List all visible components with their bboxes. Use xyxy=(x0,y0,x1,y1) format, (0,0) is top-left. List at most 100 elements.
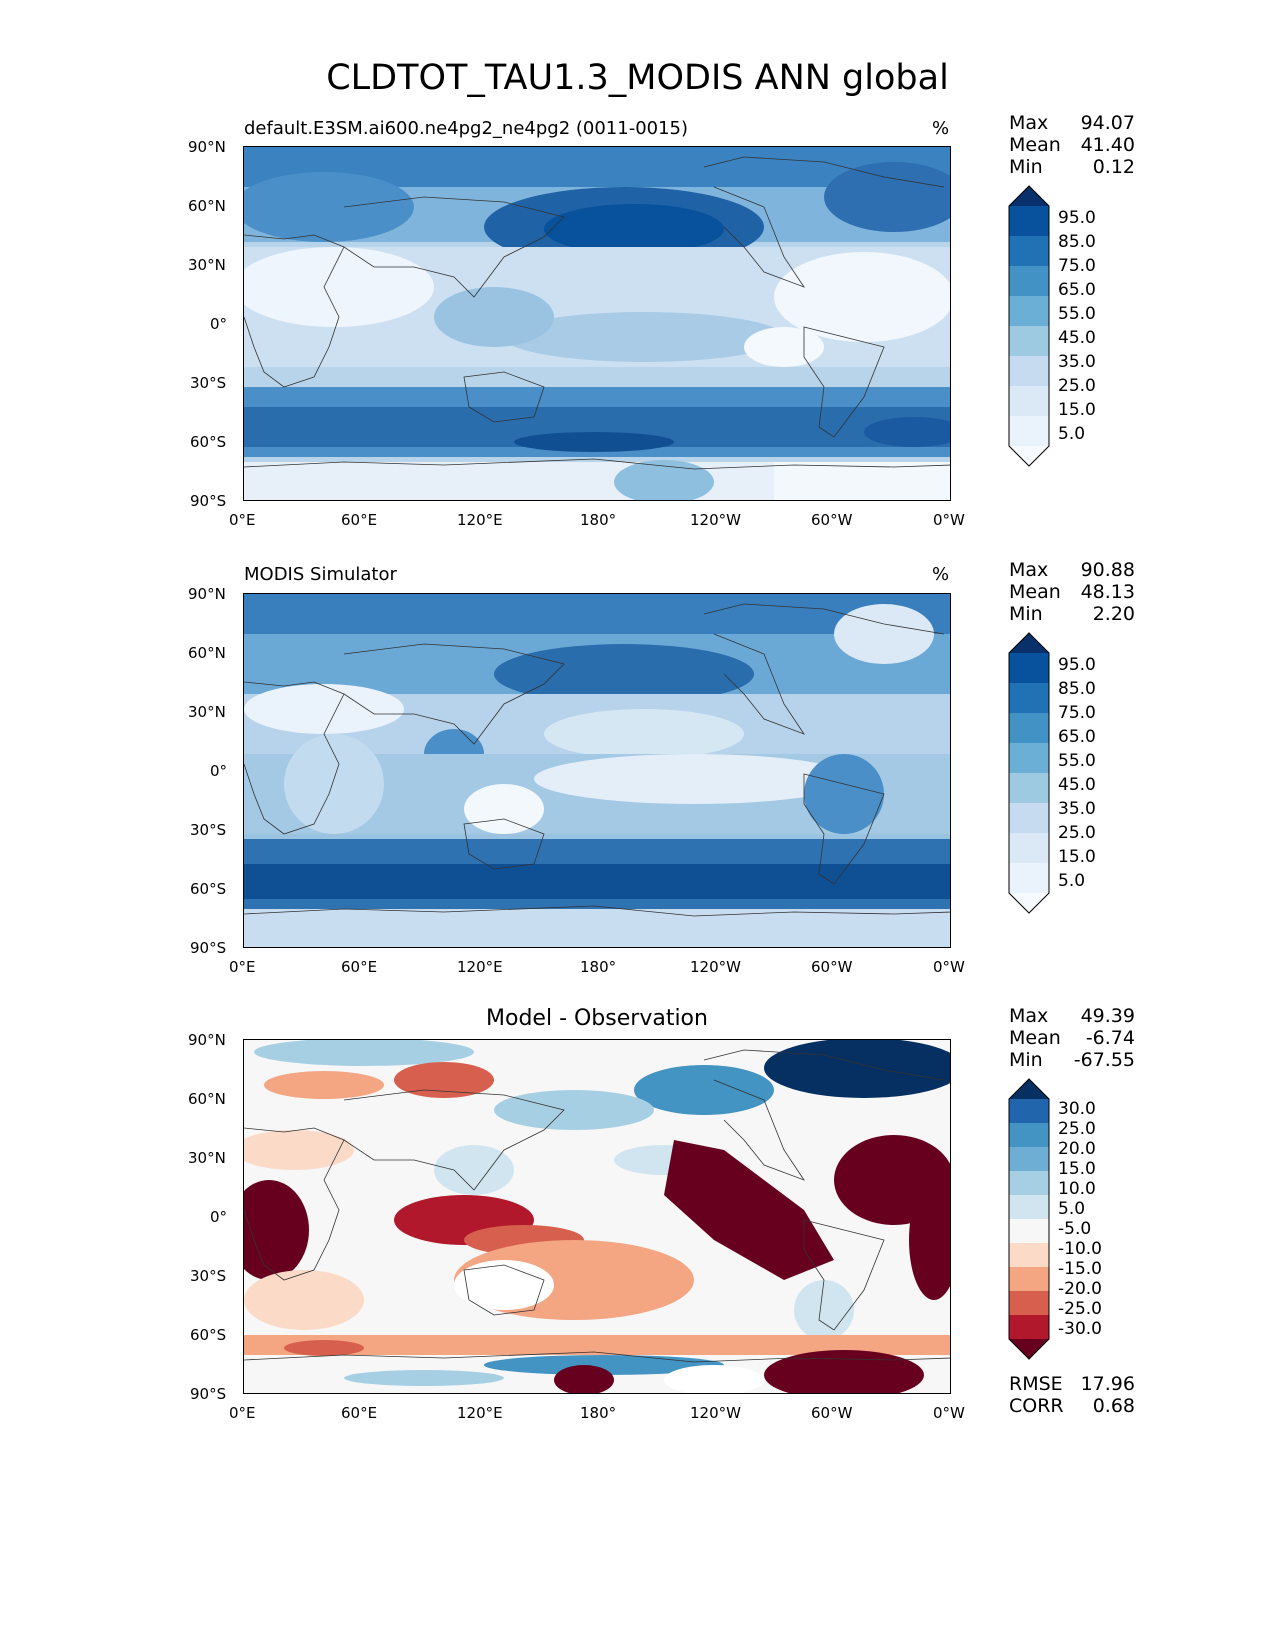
panel2-lat-tick: 0° xyxy=(210,762,228,780)
colorbar-swatch xyxy=(1009,863,1049,894)
panel2-lat-tick: 90°S xyxy=(190,939,227,957)
colorbar-tick-label: 5.0 xyxy=(1058,424,1086,444)
panel3-colorbar: 30.0 25.0 20.0 15.0 10.0 5.0 -5.0 -10.0 -15.0 -20… xyxy=(1008,1078,1102,1364)
colorbar-swatch xyxy=(1009,743,1049,774)
panel3-lon-tick: 120°W xyxy=(690,1404,741,1422)
colorbar-tick-label: 75.0 xyxy=(1058,256,1096,276)
colorbar-tick-label: 55.0 xyxy=(1058,304,1096,324)
panel2-lat-tick: 30°S xyxy=(190,821,227,839)
colorbar-tick-label: 15.0 xyxy=(1058,1159,1096,1179)
colorbar-tick-label: 35.0 xyxy=(1058,799,1096,819)
colorbar-swatch xyxy=(1009,713,1049,744)
colorbar-swatch xyxy=(1009,356,1049,387)
colorbar-tick-label: -25.0 xyxy=(1058,1299,1102,1319)
panel2-stats: Max 90.88 Mean 48.13 Min 2.20 xyxy=(1009,559,1135,625)
panel2-lon-tick: 0°E xyxy=(229,958,256,976)
panel3-lon-tick: 0°E xyxy=(229,1404,256,1422)
colorbar-tick-label: 15.0 xyxy=(1058,847,1096,867)
panel3-title: Model - Observation xyxy=(486,1006,708,1031)
panel3-lon-tick: 0°W xyxy=(933,1404,965,1422)
panel2-units: % xyxy=(932,564,950,585)
panel3-stats: Max 49.39 Mean -6.74 Min -67.55 xyxy=(1009,1005,1135,1071)
panel3-lat-tick: 0° xyxy=(210,1208,228,1226)
panel1-lon-tick: 0°E xyxy=(229,511,256,529)
colorbar-tick-label: 65.0 xyxy=(1058,727,1096,747)
colorbar-extend-bottom xyxy=(1009,446,1049,466)
colorbar-tick-label: 5.0 xyxy=(1058,1199,1086,1219)
colorbar-tick-label: 75.0 xyxy=(1058,703,1096,723)
colorbar-swatch xyxy=(1009,773,1049,804)
panel1-lat-tick: 90°S xyxy=(190,492,227,510)
panel2-lat-tick: 60°S xyxy=(190,880,227,898)
colorbar-swatch xyxy=(1009,206,1049,237)
colorbar-swatch xyxy=(1009,326,1049,357)
colorbar-extend-top xyxy=(1009,186,1049,206)
panel3-lat-tick: 90°N xyxy=(188,1031,226,1049)
colorbar-swatch xyxy=(1009,236,1049,267)
colorbar-outline xyxy=(1008,185,1050,467)
panel3-lon-tick: 180° xyxy=(580,1404,617,1422)
colorbar-extend-bottom xyxy=(1009,893,1049,913)
panel3-lat-tick: 30°N xyxy=(188,1149,226,1167)
colorbar-tick-label: 10.0 xyxy=(1058,1179,1096,1199)
colorbar-tick-label: 25.0 xyxy=(1058,1119,1096,1139)
colorbar-swatch xyxy=(1009,416,1049,447)
panel2-colorbar: 95.0 85.0 75.0 65.0 55.0 45.0 35.0 25.0 15.0 5.0 xyxy=(1008,632,1096,918)
panel3-map xyxy=(243,1039,951,1394)
panel2-lon-tick: 60°W xyxy=(811,958,853,976)
panel1-lat-tick: 60°S xyxy=(190,433,227,451)
panel1-lon-tick: 0°W xyxy=(933,511,965,529)
colorbar-swatch xyxy=(1009,386,1049,417)
colorbar-tick-label: 25.0 xyxy=(1058,376,1096,396)
colorbar-tick-label: 85.0 xyxy=(1058,679,1096,699)
panel1-lat-tick: 30°N xyxy=(188,256,226,274)
panel3-lat-tick: 60°S xyxy=(190,1326,227,1344)
panel2-lon-tick: 120°W xyxy=(690,958,741,976)
colorbar-graphic xyxy=(1008,1078,1050,1360)
panel3-lon-tick: 120°E xyxy=(457,1404,503,1422)
colorbar-tick-label: -5.0 xyxy=(1058,1219,1092,1239)
panel1-units: % xyxy=(932,118,950,139)
panel3-lat-tick: 60°N xyxy=(188,1090,226,1108)
panel1-lat-tick: 90°N xyxy=(188,138,226,156)
panel2-map xyxy=(243,593,951,948)
panel3-lon-tick: 60°E xyxy=(341,1404,378,1422)
colorbar-tick-label: 65.0 xyxy=(1058,280,1096,300)
colorbar-swatch xyxy=(1009,1123,1049,1148)
colorbar-swatch xyxy=(1009,296,1049,327)
colorbar-swatch xyxy=(1009,803,1049,834)
panel1-stats: Max 94.07 Mean 41.40 Min 0.12 xyxy=(1009,112,1135,178)
panel3-lon-tick: 60°W xyxy=(811,1404,853,1422)
panel1-lat-tick: 0° xyxy=(210,315,228,333)
colorbar-tick-label: -30.0 xyxy=(1058,1319,1102,1339)
colorbar-swatch xyxy=(1009,1243,1049,1268)
colorbar-tick-label: 45.0 xyxy=(1058,328,1096,348)
colorbar-swatch xyxy=(1009,653,1049,684)
panel2-lon-tick: 120°E xyxy=(457,958,503,976)
colorbar-swatch xyxy=(1009,833,1049,864)
panel1-map xyxy=(243,146,951,501)
colorbar-tick-label: -15.0 xyxy=(1058,1259,1102,1279)
panel1-lon-tick: 60°E xyxy=(341,511,378,529)
colorbar-tick-label: 45.0 xyxy=(1058,775,1096,795)
colorbar-swatch xyxy=(1009,683,1049,714)
colorbar-tick-label: 25.0 xyxy=(1058,823,1096,843)
colorbar-swatch xyxy=(1009,1171,1049,1196)
colorbar-tick-label: -10.0 xyxy=(1058,1239,1102,1259)
colorbar-swatch xyxy=(1009,1219,1049,1244)
colorbar-swatch xyxy=(1009,1195,1049,1220)
panel2-lon-tick: 0°W xyxy=(933,958,965,976)
colorbar-extend-top xyxy=(1009,1079,1049,1099)
colorbar-extend-bottom xyxy=(1009,1339,1049,1359)
colorbar-graphic xyxy=(1008,632,1050,914)
panel1-colorbar: 95.0 85.0 75.0 65.0 55.0 45.0 35.0 25.0 15.0 5.0 xyxy=(1008,185,1096,471)
colorbar-swatch xyxy=(1009,1147,1049,1172)
colorbar-tick-label: 85.0 xyxy=(1058,232,1096,252)
colorbar-swatch xyxy=(1009,1291,1049,1316)
colorbar-tick-label: 15.0 xyxy=(1058,400,1096,420)
panel1-lon-tick: 120°W xyxy=(690,511,741,529)
panel2-lat-tick: 90°N xyxy=(188,585,226,603)
panel1-title: default.E3SM.ai600.ne4pg2_ne4pg2 (0011-0… xyxy=(244,118,689,139)
colorbar-tick-label: -20.0 xyxy=(1058,1279,1102,1299)
panel1-lat-tick: 30°S xyxy=(190,374,227,392)
